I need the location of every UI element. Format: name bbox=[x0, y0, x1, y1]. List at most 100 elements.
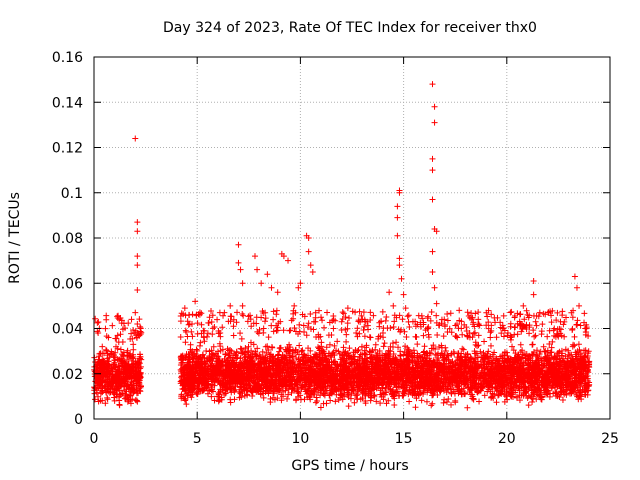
data-point bbox=[340, 344, 347, 351]
data-point bbox=[133, 362, 140, 369]
data-point bbox=[100, 373, 107, 380]
data-point bbox=[418, 397, 425, 404]
data-point bbox=[94, 393, 101, 400]
data-point bbox=[231, 396, 238, 403]
data-point bbox=[414, 341, 421, 348]
data-point bbox=[412, 404, 419, 411]
data-point bbox=[345, 403, 352, 410]
data-point bbox=[395, 344, 402, 351]
data-point bbox=[567, 375, 574, 382]
data-point bbox=[113, 380, 120, 387]
data-point bbox=[397, 353, 404, 360]
data-point bbox=[133, 334, 140, 341]
data-point bbox=[94, 367, 101, 374]
data-point bbox=[441, 396, 448, 403]
data-point bbox=[119, 351, 126, 358]
data-point bbox=[109, 322, 116, 329]
data-point bbox=[534, 347, 541, 354]
data-point bbox=[459, 345, 466, 352]
data-point bbox=[182, 339, 189, 346]
data-point bbox=[242, 344, 249, 351]
data-point bbox=[132, 327, 139, 334]
data-point bbox=[115, 385, 122, 392]
data-point bbox=[260, 394, 267, 401]
data-point bbox=[131, 374, 138, 381]
data-point bbox=[96, 350, 103, 357]
data-point bbox=[121, 368, 128, 375]
data-point bbox=[421, 343, 428, 350]
data-point bbox=[549, 338, 556, 345]
data-point bbox=[254, 365, 261, 372]
data-point bbox=[426, 355, 433, 362]
data-point bbox=[118, 320, 125, 327]
data-point bbox=[110, 353, 117, 360]
data-point bbox=[383, 400, 390, 407]
data-point bbox=[445, 396, 452, 403]
data-point bbox=[116, 397, 123, 404]
data-point bbox=[96, 381, 103, 388]
data-point bbox=[346, 345, 353, 352]
data-point bbox=[410, 347, 417, 354]
data-point bbox=[481, 338, 488, 345]
data-point bbox=[556, 348, 563, 355]
data-point bbox=[120, 387, 127, 394]
data-point bbox=[284, 395, 291, 402]
data-point bbox=[135, 379, 142, 386]
data-point bbox=[103, 346, 110, 353]
data-point bbox=[115, 356, 122, 363]
data-point bbox=[351, 399, 358, 406]
data-point bbox=[102, 400, 109, 407]
data-point bbox=[575, 341, 582, 348]
data-point bbox=[347, 395, 354, 402]
data-point bbox=[489, 390, 496, 397]
data-point bbox=[214, 348, 221, 355]
data-point bbox=[393, 339, 400, 346]
data-point bbox=[112, 375, 119, 382]
data-point bbox=[112, 335, 119, 342]
data-point bbox=[428, 345, 435, 352]
data-point bbox=[488, 393, 495, 400]
data-point bbox=[101, 360, 108, 367]
data-point bbox=[529, 341, 536, 348]
data-point bbox=[99, 363, 106, 370]
data-point bbox=[380, 343, 387, 350]
data-point bbox=[95, 318, 102, 325]
data-point bbox=[318, 339, 325, 346]
data-point bbox=[125, 382, 132, 389]
data-point bbox=[111, 391, 118, 398]
data-point bbox=[129, 396, 136, 403]
data-point bbox=[102, 325, 109, 332]
data-point bbox=[307, 347, 314, 354]
data-point bbox=[464, 404, 471, 411]
data-point bbox=[269, 344, 276, 351]
data-point bbox=[127, 378, 134, 385]
data-point bbox=[115, 374, 122, 381]
data-point bbox=[103, 369, 110, 376]
data-point bbox=[104, 394, 111, 401]
data-point bbox=[519, 347, 526, 354]
data-point bbox=[97, 390, 104, 397]
data-point bbox=[264, 343, 271, 350]
data-points bbox=[91, 81, 593, 411]
data-point bbox=[114, 332, 121, 339]
data-point bbox=[293, 355, 300, 362]
data-point bbox=[124, 393, 131, 400]
data-point bbox=[113, 343, 119, 350]
data-point bbox=[381, 340, 388, 347]
data-point bbox=[199, 388, 206, 395]
data-point bbox=[101, 383, 108, 390]
data-point bbox=[105, 388, 112, 395]
data-point bbox=[546, 341, 553, 348]
data-point bbox=[136, 316, 143, 323]
data-point bbox=[277, 345, 284, 352]
data-point bbox=[134, 368, 141, 375]
data-point bbox=[391, 401, 398, 408]
data-point bbox=[332, 398, 339, 405]
data-point bbox=[95, 359, 102, 366]
data-point bbox=[541, 348, 548, 355]
data-point bbox=[131, 375, 138, 382]
data-point bbox=[421, 348, 428, 355]
data-point bbox=[114, 371, 121, 378]
data-point bbox=[183, 401, 190, 408]
data-point bbox=[103, 316, 110, 323]
